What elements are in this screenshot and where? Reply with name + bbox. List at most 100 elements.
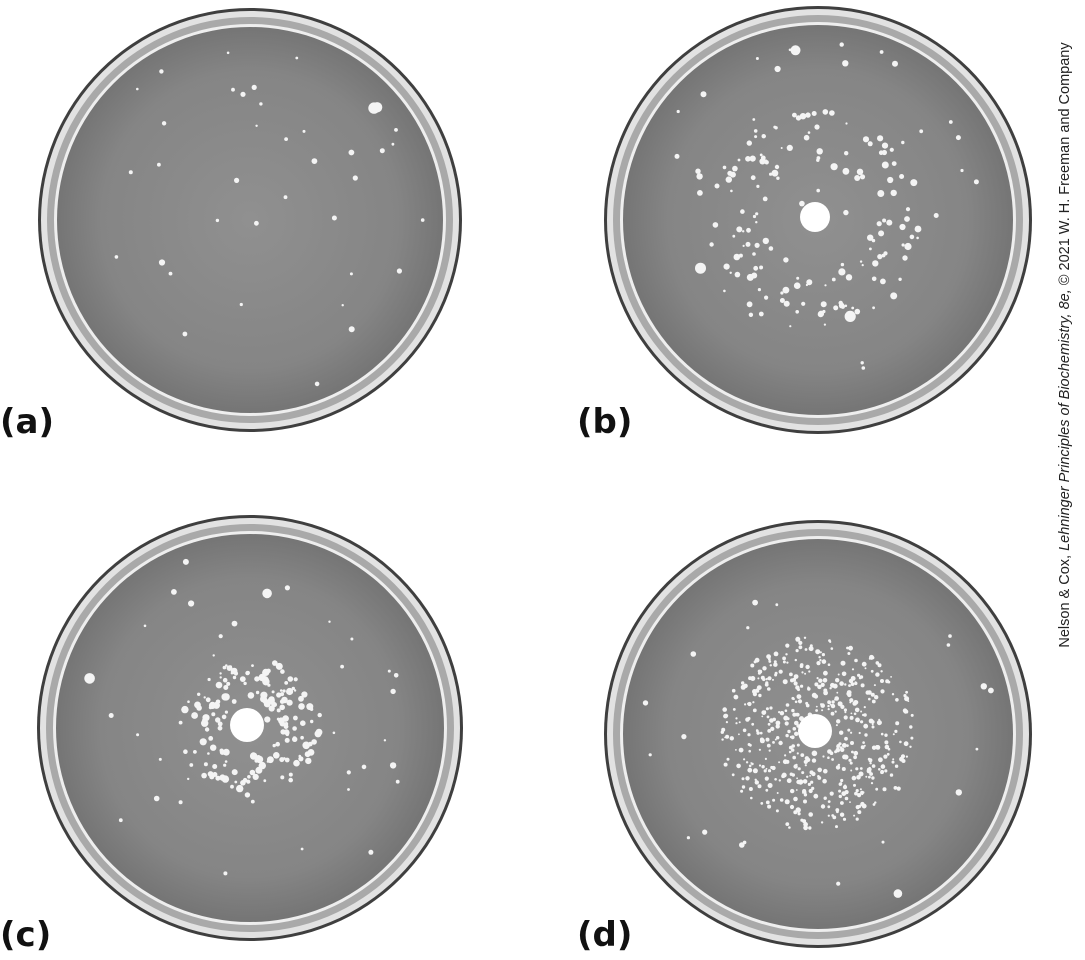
colony [809,775,811,777]
colony [282,715,289,722]
colony [310,719,314,724]
colony [231,769,238,776]
colony [761,715,764,718]
colony [239,676,246,682]
colony [759,153,763,157]
colony [910,736,914,740]
colony [738,747,744,753]
colony [820,804,826,809]
colony [391,142,395,146]
colony [804,648,808,651]
colony [768,246,774,251]
colony [901,759,906,763]
colony [285,732,290,737]
colony [255,124,258,128]
colony [346,770,351,775]
colony [234,177,240,183]
colony [275,662,283,670]
colony [758,669,763,674]
colony [838,701,841,705]
colony [304,751,311,758]
colony [830,163,838,171]
colony [797,767,801,771]
colony [761,134,766,139]
colony [748,312,754,317]
colony [205,697,211,703]
colony [844,796,849,801]
colony [874,801,877,804]
colony [872,260,879,267]
colony [801,671,804,674]
colony [862,713,865,717]
colony [757,784,762,789]
colony [973,179,979,185]
colony [732,165,738,172]
colony [855,767,859,771]
colony [783,257,789,263]
colony [302,741,311,750]
colony [847,652,851,655]
colony [842,785,848,790]
colony [767,676,772,681]
colony [857,673,861,677]
colony [871,723,874,726]
colony [955,789,962,796]
colony [752,692,758,697]
colony [909,745,912,748]
colony [768,749,771,752]
colony [948,634,952,638]
colony [798,645,803,650]
colony [287,676,294,682]
colony [737,158,741,162]
colony [748,749,751,753]
colony [753,129,758,133]
colony [789,672,793,677]
colony [839,681,844,686]
colony [773,664,776,667]
colony [904,696,910,702]
colony [721,738,724,741]
colony [820,821,824,824]
colony [782,759,788,765]
colony [811,111,817,116]
colony [933,213,939,218]
colony [796,752,799,755]
colony [222,693,230,701]
colony [752,599,758,606]
colony [783,715,789,721]
colony [853,700,859,705]
colony [284,585,290,591]
colony [732,708,736,711]
colony [830,647,834,650]
colony [831,700,835,704]
colony [795,283,801,289]
colony [279,699,285,704]
colony [778,740,783,746]
colony [835,765,841,770]
colony [752,118,756,121]
colony [733,694,739,700]
colony [763,769,767,773]
colony [293,689,297,692]
colony [817,684,822,690]
colony [760,675,765,680]
colony [765,681,769,685]
colony [136,87,139,91]
colony [796,779,801,785]
colony [681,734,687,740]
colony [827,708,830,711]
colony [883,754,888,759]
colony [767,687,771,691]
colony [903,694,907,698]
colony [775,809,779,813]
colony [746,140,752,146]
colony [872,803,876,806]
colony [835,678,840,683]
colony [792,677,797,682]
colony [769,706,773,710]
colony [231,87,235,92]
colony [804,672,807,675]
colony [114,255,119,259]
colony [197,692,201,696]
colony [774,671,778,675]
